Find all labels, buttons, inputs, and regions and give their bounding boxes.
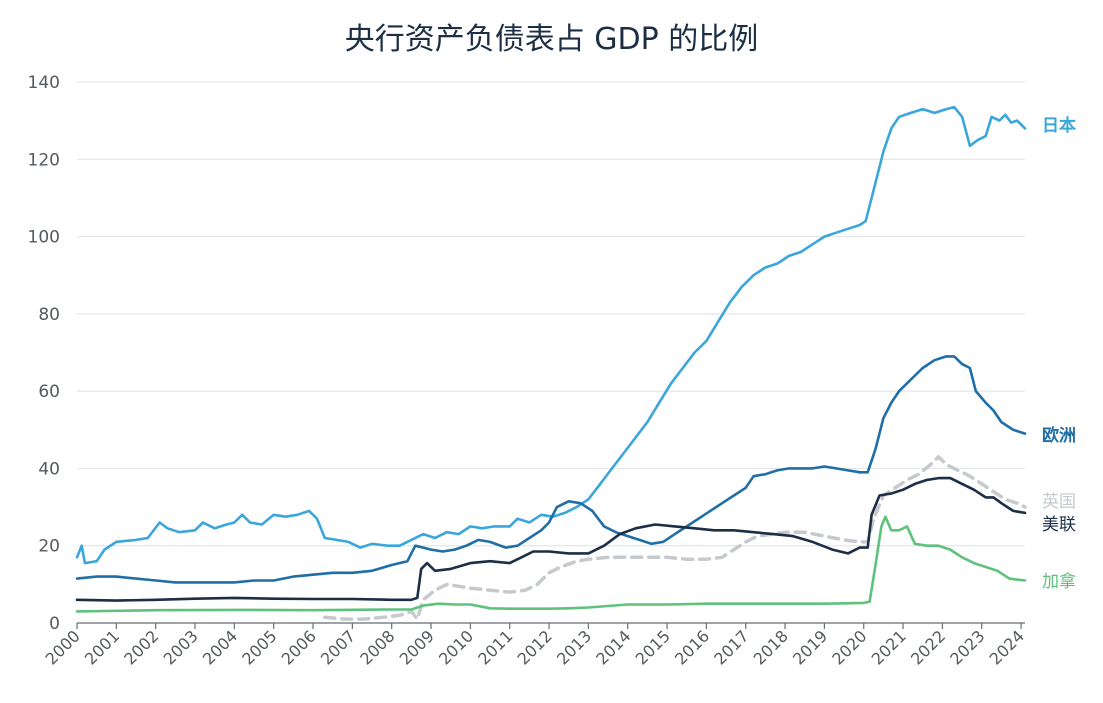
x-tick-label: 2013 — [553, 626, 595, 668]
series-label: 加拿 — [1042, 571, 1076, 592]
x-tick-label: 2007 — [317, 626, 359, 668]
x-tick-label: 2004 — [199, 626, 241, 668]
y-tick-label: 80 — [38, 305, 60, 325]
series-line-3 — [75, 476, 1027, 602]
y-tick-label: 60 — [38, 382, 60, 402]
y-tick-label: 140 — [28, 73, 60, 93]
x-tick-label: 2002 — [120, 626, 162, 668]
y-tick-label: 100 — [28, 228, 60, 248]
x-tick-label: 2003 — [160, 626, 202, 668]
y-tick-label: 40 — [38, 459, 60, 479]
x-tick-label: 2018 — [750, 626, 792, 668]
x-tick-label: 2009 — [396, 626, 438, 668]
series-line-1 — [75, 355, 1027, 584]
x-tick-label: 2006 — [278, 626, 320, 668]
series-label: 英国 — [1042, 492, 1076, 512]
x-tick-label: 2017 — [710, 626, 752, 668]
x-tick-label: 2021 — [868, 626, 910, 668]
x-tick-label: 2019 — [789, 626, 831, 668]
x-tick-label: 2005 — [238, 626, 280, 668]
series-line-4 — [75, 515, 1027, 613]
chart-title: 央行资产负债表占 GDP 的比例 — [344, 22, 759, 57]
x-tick-label: 2011 — [474, 626, 516, 668]
x-tick-label: 2001 — [81, 626, 123, 668]
x-tick-label: 2014 — [592, 626, 634, 668]
x-tick-label: 2012 — [514, 626, 556, 668]
y-tick-label: 120 — [28, 150, 60, 170]
series-label: 欧洲 — [1042, 425, 1076, 446]
x-tick-label: 2023 — [946, 626, 988, 668]
gridlines — [77, 81, 1025, 624]
x-tick-label: 2015 — [632, 626, 674, 668]
x-tick-label: 2010 — [435, 626, 477, 668]
x-tick-label: 2020 — [828, 626, 870, 668]
series-line-2 — [323, 455, 1027, 621]
x-tick-label: 2024 — [986, 626, 1028, 668]
series-line-0 — [75, 105, 1027, 565]
x-tick-label: 2022 — [907, 626, 949, 668]
x-tick-label: 2008 — [356, 626, 398, 668]
x-tick-label: 2016 — [671, 626, 713, 668]
y-tick-label: 20 — [38, 537, 60, 557]
x-axis: 2000200120022003200420052006200720082009… — [42, 622, 1028, 669]
series-label: 日本 — [1042, 115, 1076, 136]
y-axis-ticks: 0 20 40 60 80 100 120 140 — [28, 73, 60, 634]
series-lines — [75, 105, 1027, 621]
x-tick-label: 2000 — [42, 626, 84, 668]
y-tick-label: 0 — [49, 614, 60, 634]
series-label: 美联 — [1042, 515, 1076, 535]
